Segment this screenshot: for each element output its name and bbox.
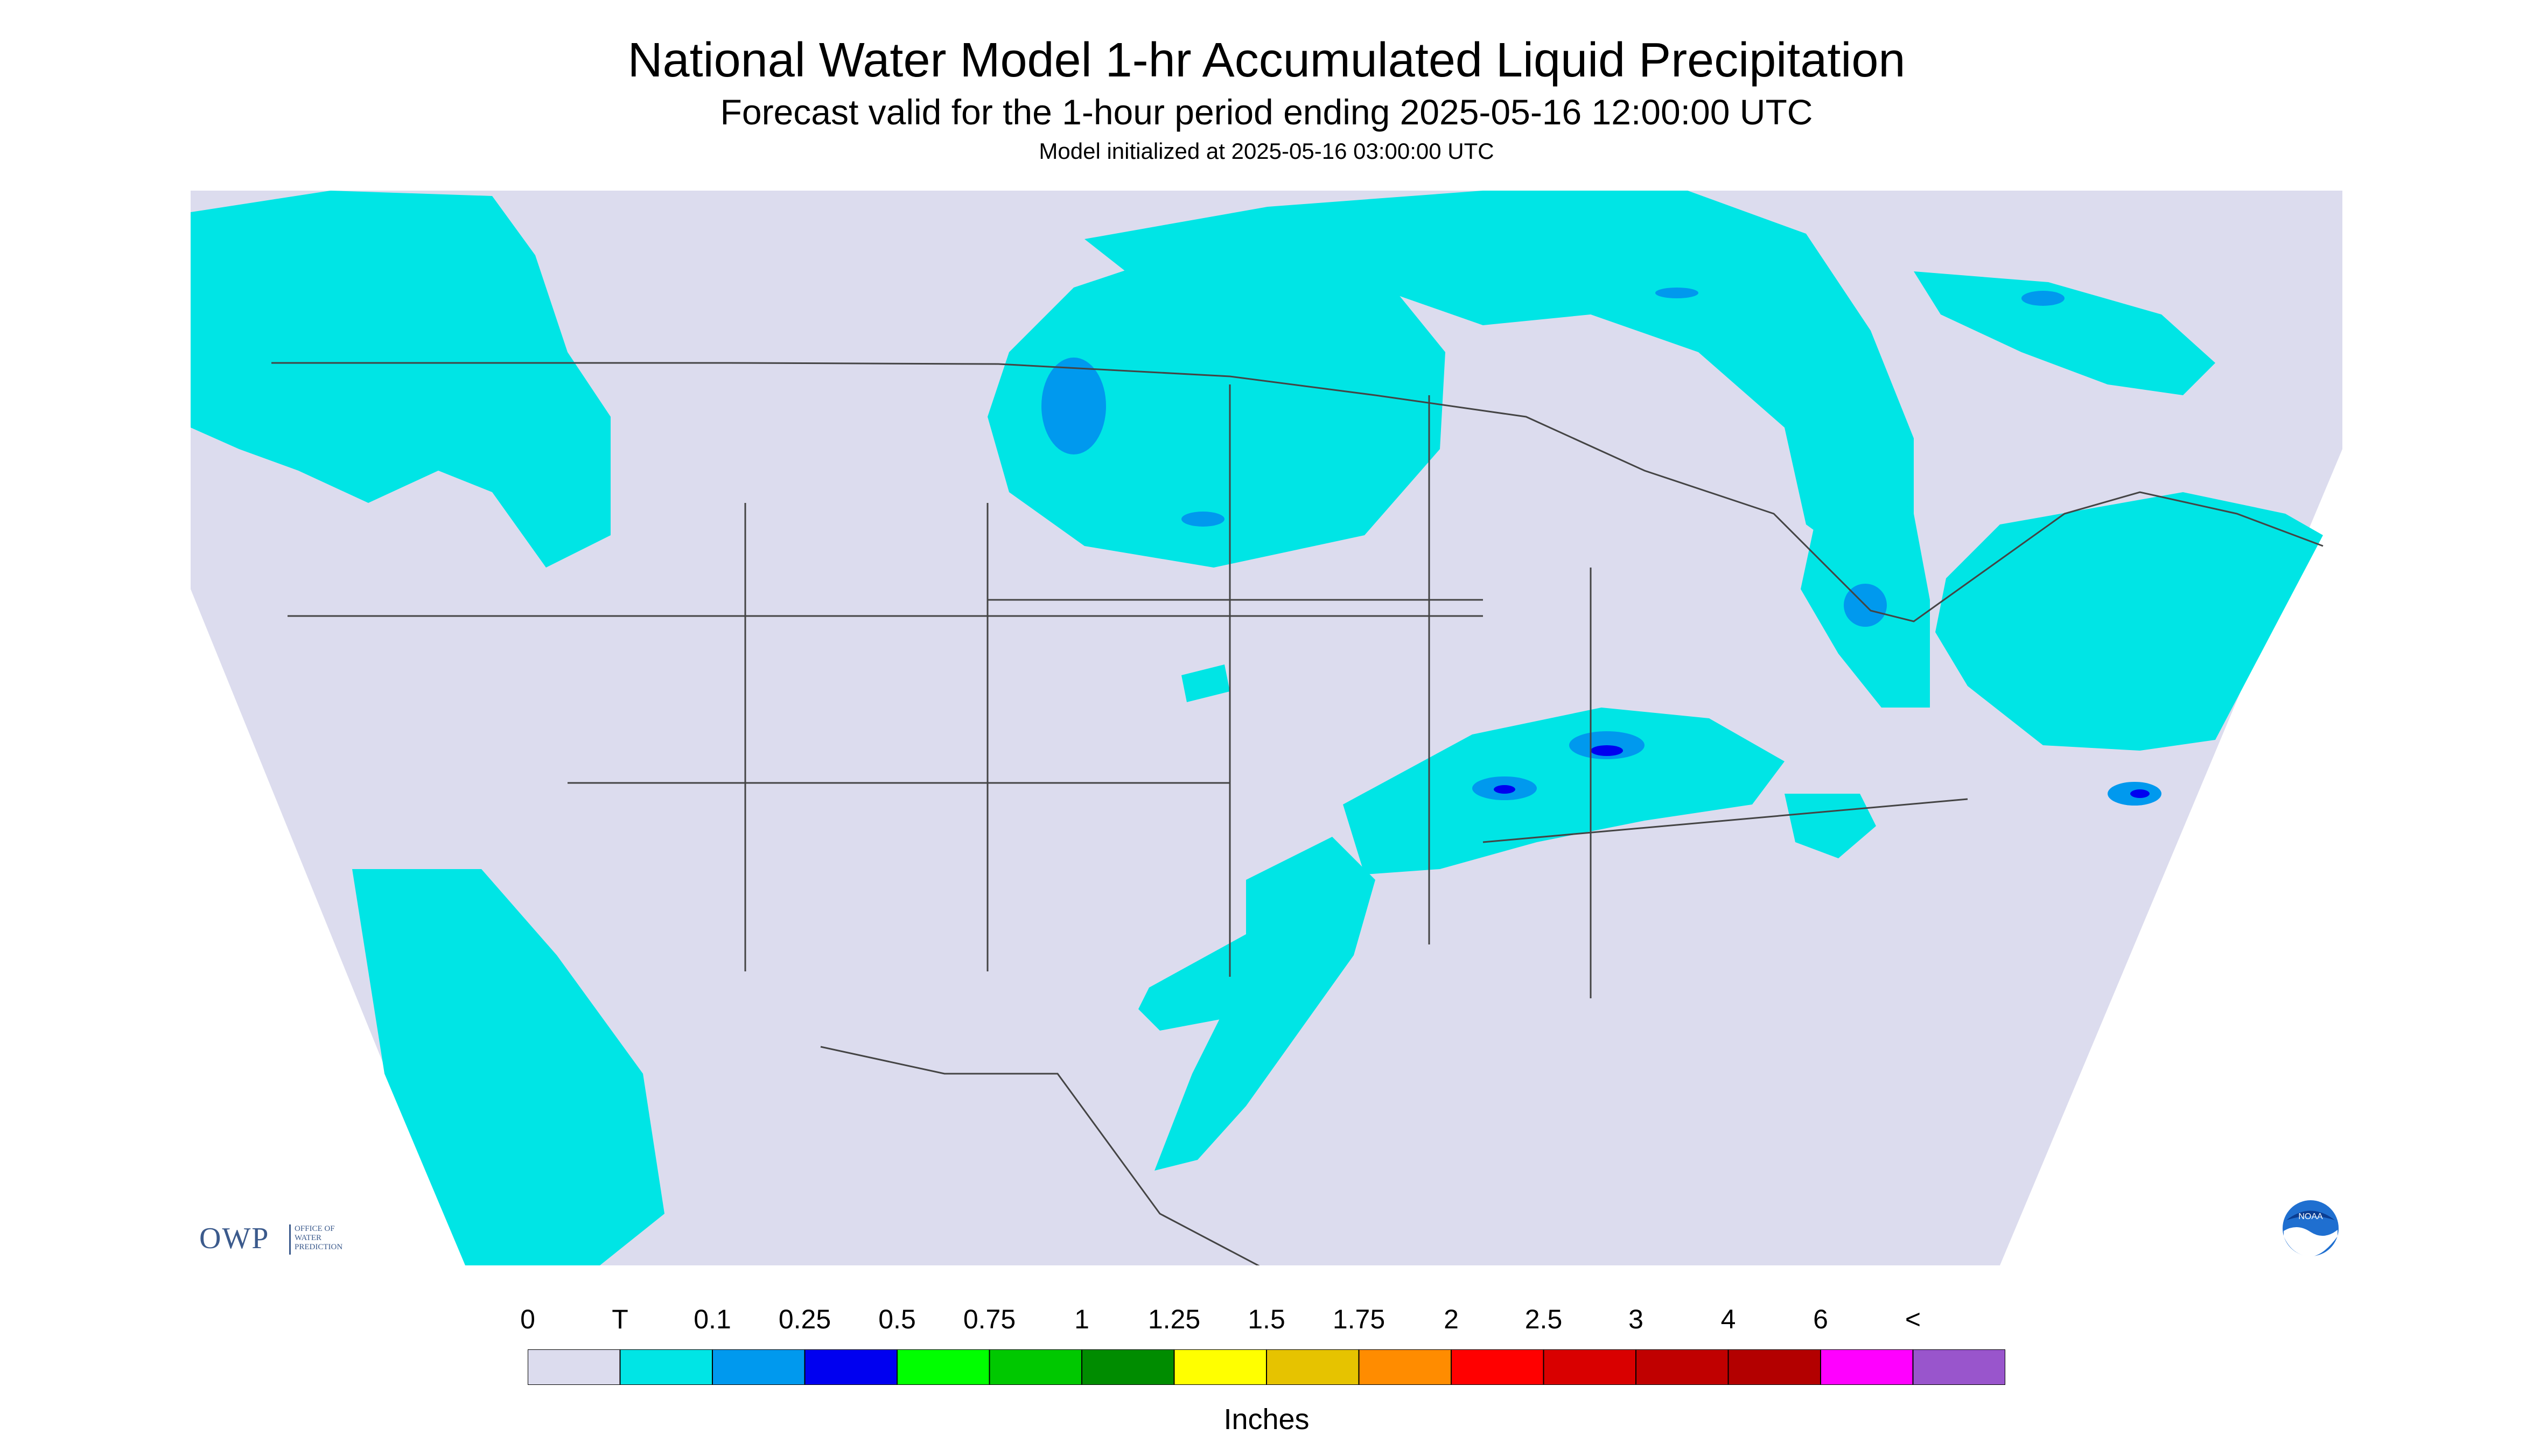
legend-label-7: 1.25 bbox=[1147, 1304, 1201, 1334]
precip-cell-mn bbox=[1181, 512, 1224, 527]
legend-label-10: 2 bbox=[1444, 1304, 1459, 1334]
precipitation-map bbox=[191, 191, 2342, 1265]
boundary-lines bbox=[271, 362, 2324, 1265]
precip-area-texas bbox=[1138, 928, 1300, 1031]
legend-swatch-3 bbox=[804, 1349, 898, 1385]
legend-swatch-12 bbox=[1635, 1349, 1729, 1385]
legend-label-6: 1 bbox=[1074, 1304, 1089, 1334]
legend-label-14: 6 bbox=[1813, 1304, 1828, 1334]
precip-core-ky bbox=[1591, 745, 1623, 756]
state-line-8 bbox=[1482, 798, 1968, 843]
owp-logo-text: OWP bbox=[199, 1222, 270, 1255]
precip-area-atlantic bbox=[1935, 492, 2323, 751]
legend-label-3: 0.25 bbox=[778, 1304, 831, 1334]
legend-swatch-0 bbox=[528, 1349, 621, 1385]
legend-swatch-15 bbox=[1912, 1349, 2005, 1385]
legend-units: Inches bbox=[1223, 1403, 1310, 1436]
legend-colorbar bbox=[528, 1349, 2005, 1385]
model-init-time: Model initialized at 2025-05-16 03:00:00… bbox=[1039, 138, 1494, 164]
precip-heavier bbox=[1041, 288, 2161, 806]
legend-swatch-7 bbox=[1173, 1349, 1267, 1385]
legend-swatch-11 bbox=[1543, 1349, 1636, 1385]
precip-area-kansas bbox=[1181, 664, 1230, 702]
legend-label-5: 0.75 bbox=[963, 1304, 1016, 1334]
legend-swatch-5 bbox=[989, 1349, 1082, 1385]
legend-swatch-6 bbox=[1081, 1349, 1175, 1385]
map-title: National Water Model 1-hr Accumulated Li… bbox=[627, 33, 1906, 87]
svg-text:NOAA: NOAA bbox=[2298, 1212, 2323, 1221]
us-mexico-border bbox=[820, 1046, 1260, 1265]
legend-swatch-14 bbox=[1820, 1349, 1914, 1385]
legend-label-9: 1.75 bbox=[1332, 1304, 1386, 1334]
precip-area-north-plains bbox=[988, 223, 1445, 568]
legend-label-1: T bbox=[612, 1304, 628, 1334]
us-canada-border bbox=[271, 362, 2324, 622]
legend-label-13: 4 bbox=[1720, 1304, 1736, 1334]
legend-label-12: 3 bbox=[1628, 1304, 1643, 1334]
noaa-logo-icon: NOAA bbox=[2283, 1200, 2339, 1257]
legend-swatch-1 bbox=[619, 1349, 713, 1385]
legend-label-4: 0.5 bbox=[878, 1304, 916, 1334]
owp-logo-subtext: OFFICE OF WATER PREDICTION bbox=[295, 1224, 343, 1251]
precip-heaviest bbox=[1494, 745, 2150, 798]
precip-areas bbox=[191, 191, 2323, 1265]
legend-label-0: 0 bbox=[520, 1304, 535, 1334]
precip-area-ontario-band bbox=[1084, 191, 1914, 568]
precip-area-gulf-coast bbox=[1154, 837, 1375, 1171]
precip-core-tn bbox=[1494, 785, 1515, 794]
precip-cell-ontario bbox=[1655, 288, 1698, 298]
precip-area-pnw bbox=[191, 191, 611, 568]
precip-area-tennessee bbox=[1343, 708, 1785, 874]
legend-label-15: < bbox=[1905, 1304, 1921, 1334]
precip-cell-quebec bbox=[2021, 291, 2065, 306]
legend-swatch-2 bbox=[712, 1349, 806, 1385]
map-subtitle: Forecast valid for the 1-hour period end… bbox=[720, 92, 1813, 132]
legend-label-8: 1.5 bbox=[1248, 1304, 1285, 1334]
precip-area-northeast bbox=[1914, 271, 2215, 395]
precip-area-california bbox=[352, 869, 664, 1265]
owp-logo-divider bbox=[289, 1224, 291, 1255]
legend-swatch-9 bbox=[1358, 1349, 1452, 1385]
precip-core-atlantic bbox=[2130, 789, 2150, 798]
legend-swatch-8 bbox=[1266, 1349, 1360, 1385]
legend-swatch-10 bbox=[1451, 1349, 1544, 1385]
legend-swatch-13 bbox=[1727, 1349, 1821, 1385]
legend-label-2: 0.1 bbox=[694, 1304, 731, 1334]
legend-swatch-4 bbox=[897, 1349, 990, 1385]
legend-label-11: 2.5 bbox=[1524, 1304, 1563, 1334]
precip-cell-sd bbox=[1041, 358, 1106, 454]
